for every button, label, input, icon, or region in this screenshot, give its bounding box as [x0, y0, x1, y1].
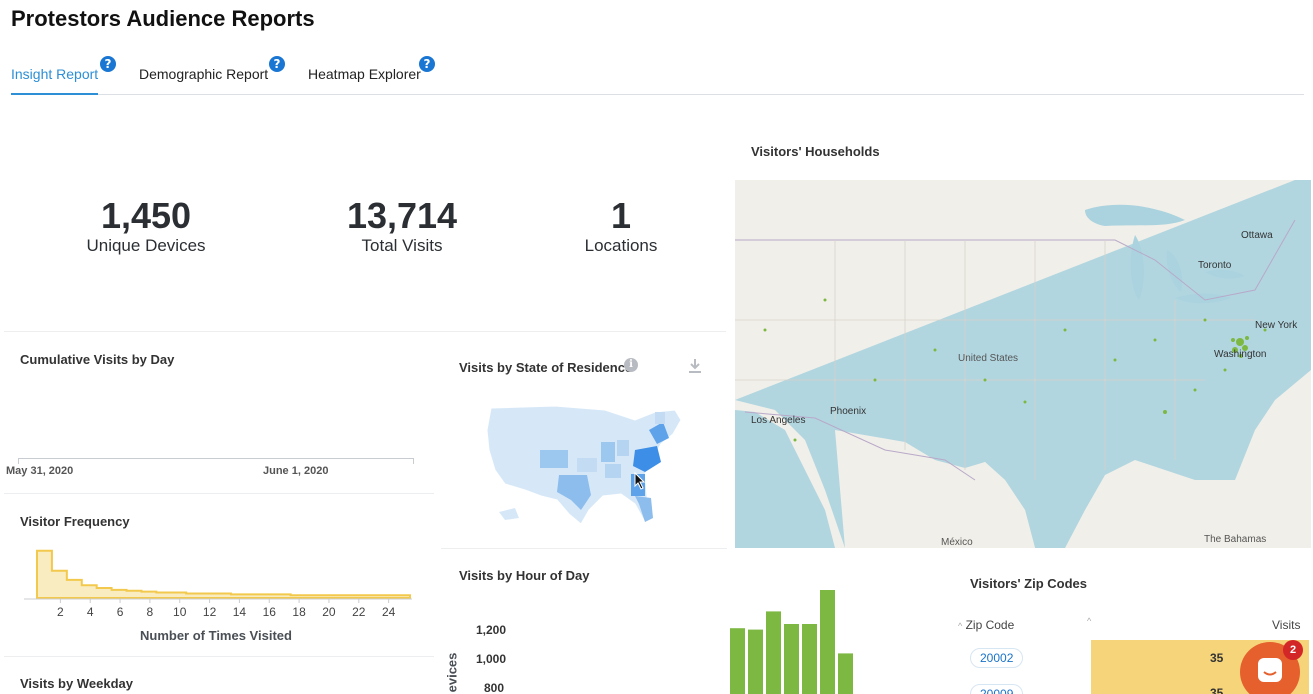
state-map-title: Visits by State of Residence	[459, 360, 633, 375]
map-label-ottawa: Ottawa	[1241, 230, 1273, 241]
visits-value: 35	[1210, 686, 1224, 694]
visits-column-header[interactable]: Visits	[1272, 618, 1301, 632]
stat-total-visits: 13,714 Total Visits	[302, 196, 502, 256]
hour-bar	[802, 624, 817, 694]
map-label-los-angeles: Los Angeles	[751, 415, 806, 426]
hour-title: Visits by Hour of Day	[459, 568, 590, 583]
stat-label: Total Visits	[361, 236, 443, 255]
chat-icon	[1258, 658, 1282, 682]
stat-unique-devices: 1,450 Unique Devices	[46, 196, 246, 256]
stat-value: 1,450	[100, 195, 192, 236]
map-label-united-states: United States	[958, 353, 1019, 364]
hour-chart	[730, 590, 853, 694]
download-icon[interactable]	[688, 358, 702, 374]
sort-icon: ^	[958, 621, 963, 631]
hour-bar	[766, 611, 781, 694]
x-tick-label: June 1, 2020	[263, 465, 329, 477]
y-tick-label: 1,200	[476, 623, 507, 637]
x-tick-label: 14	[233, 605, 247, 619]
map-label-mexico: México	[941, 537, 973, 548]
help-icon[interactable]: ?	[100, 56, 116, 72]
stat-locations: 1 Locations	[521, 196, 721, 256]
y-tick-label: 800	[484, 681, 505, 694]
help-icon[interactable]: ?	[269, 56, 285, 72]
tab-heatmap-explorer[interactable]: Heatmap Explorer	[308, 66, 421, 95]
x-tick-label: 20	[322, 605, 336, 619]
axis-tick	[18, 458, 19, 464]
frequency-area	[36, 549, 411, 599]
x-tick-label: 24	[382, 605, 396, 619]
info-icon[interactable]: i	[624, 358, 638, 372]
zip-codes-title: Visitors' Zip Codes	[970, 576, 1087, 591]
stat-value: 1	[610, 195, 632, 236]
map-label-new-york: New York	[1255, 320, 1298, 331]
x-tick-label: 22	[352, 605, 366, 619]
map-label-washington: Washington	[1214, 349, 1267, 360]
x-tick-label: 6	[117, 605, 124, 619]
frequency-title: Visitor Frequency	[20, 514, 130, 529]
weekday-title: Visits by Weekday	[20, 676, 133, 691]
frequency-chart: 2 4 6 8 10 12 14 16 18 20 22 24	[24, 549, 412, 619]
us-state-map[interactable]	[485, 400, 690, 525]
map-label-bahamas: The Bahamas	[1204, 534, 1267, 545]
visits-value: 35	[1210, 651, 1224, 665]
zip-column-header[interactable]: ^ Zip Code	[958, 618, 1014, 632]
zip-column-label: Zip Code	[965, 618, 1015, 632]
divider	[4, 331, 726, 332]
hour-bar	[820, 590, 835, 694]
map-canvas	[735, 180, 1311, 548]
hour-bar	[838, 653, 853, 694]
households-title: Visitors' Households	[751, 144, 880, 159]
divider	[441, 548, 727, 549]
y-tick-label: 1,000	[476, 652, 507, 666]
x-tick-label: 16	[263, 605, 277, 619]
zip-pill[interactable]: 20002	[970, 648, 1024, 668]
zip-pill[interactable]: 20009	[970, 684, 1024, 694]
stat-value: 13,714	[346, 195, 458, 236]
x-tick-label: 2	[57, 605, 64, 619]
hour-bar	[748, 629, 763, 694]
tab-label: Heatmap Explorer	[308, 66, 421, 82]
report-tabs: Insight Report ? Demographic Report ? He…	[11, 56, 1304, 95]
x-tick-label: 10	[173, 605, 187, 619]
x-tick-label: 4	[87, 605, 94, 619]
divider	[4, 656, 434, 657]
notification-badge: 2	[1283, 640, 1303, 660]
frequency-xlabel: Number of Times Visited	[140, 628, 292, 643]
page-title: Protestors Audience Reports	[11, 6, 315, 31]
map-label-phoenix: Phoenix	[830, 406, 867, 417]
mouse-cursor-icon	[634, 472, 646, 490]
cumulative-title: Cumulative Visits by Day	[20, 352, 175, 367]
tab-label: Insight Report	[11, 66, 99, 82]
tab-insight-report[interactable]: Insight Report	[11, 66, 99, 95]
tab-demographic-report[interactable]: Demographic Report	[139, 66, 268, 95]
hour-bar	[730, 628, 745, 694]
stat-label: Locations	[584, 236, 658, 255]
x-tick-label: 12	[203, 605, 217, 619]
tab-label: Demographic Report	[139, 66, 269, 82]
x-tick-label: May 31, 2020	[6, 465, 74, 477]
households-map[interactable]: Ottawa Toronto New York Washington Unite…	[735, 180, 1311, 548]
x-tick-label: 18	[292, 605, 306, 619]
x-tick-label: 8	[147, 605, 154, 619]
map-label-toronto: Toronto	[1198, 260, 1232, 271]
sort-icon[interactable]: ^	[1087, 616, 1092, 626]
hour-ylabel: evices	[444, 652, 460, 693]
axis-tick	[413, 458, 414, 464]
x-axis	[18, 458, 414, 459]
stat-label: Unique Devices	[86, 236, 206, 255]
help-icon[interactable]: ?	[419, 56, 435, 72]
hour-bar	[784, 624, 799, 694]
divider	[4, 493, 434, 494]
